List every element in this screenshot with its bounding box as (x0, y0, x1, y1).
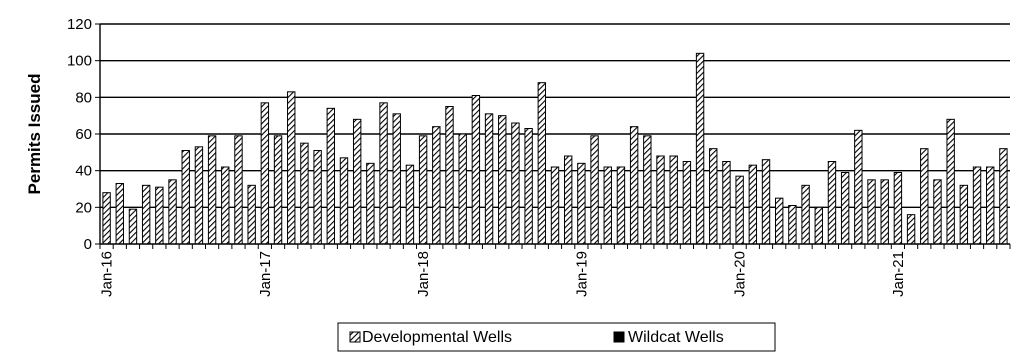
bar-developmental-Feb-19 (590, 135, 599, 245)
bar-developmental-Apr-19 (616, 166, 626, 245)
bar-developmental-Aug-16 (194, 146, 204, 245)
bar-developmental-Aug-20 (827, 161, 837, 245)
bar-developmental-Nov-17 (392, 113, 401, 245)
bar-developmental-May-21 (946, 118, 955, 245)
bar-developmental-Apr-18 (458, 133, 467, 245)
legend-swatch-developmental (349, 331, 361, 343)
bar-developmental-Jan-17 (260, 102, 270, 245)
bar-developmental-Sep-19 (682, 161, 692, 245)
bar-developmental-Jul-21 (972, 166, 982, 245)
bar-developmental-Mar-20 (761, 159, 771, 245)
bar-developmental-Oct-17 (379, 102, 388, 245)
bar-developmental-Jul-19 (656, 155, 665, 245)
bar-developmental-Aug-21 (986, 166, 995, 245)
axes (99, 24, 1011, 249)
y-tick-label: 60 (75, 126, 92, 143)
legend: Developmental Wells Wildcat Wells (337, 322, 776, 352)
bar-developmental-Oct-19 (695, 52, 705, 245)
bar-developmental-Sep-16 (207, 135, 217, 245)
bar-developmental-Feb-18 (432, 126, 441, 245)
bar-developmental-Jun-16 (168, 179, 177, 245)
bar-developmental-May-17 (313, 150, 322, 245)
x-tick-label: Jan-18 (415, 251, 432, 297)
y-tick-label: 40 (75, 163, 92, 180)
bar-developmental-Jan-18 (418, 135, 428, 245)
bar-developmental-Oct-18 (537, 82, 547, 245)
bar-developmental-Feb-21 (906, 214, 916, 245)
legend-item-developmental: Developmental Wells (349, 329, 512, 346)
bar-developmental-Jun-21 (959, 184, 969, 245)
bar-developmental-May-18 (471, 95, 481, 245)
bars (102, 52, 1008, 245)
legend-label-developmental: Developmental Wells (362, 329, 512, 346)
bar-developmental-Sep-18 (524, 128, 533, 245)
bar-developmental-Jun-19 (643, 135, 652, 245)
bar-developmental-May-20 (788, 205, 797, 245)
bar-developmental-Jul-16 (181, 150, 190, 245)
y-tick-labels: 0 20 40 60 80 100 120 (67, 16, 92, 253)
bar-developmental-Jan-16 (102, 192, 111, 245)
bar-developmental-Nov-18 (550, 166, 560, 245)
x-tick-labels: Jan-16 Jan-17 Jan-18 Jan-19 Jan-20 Jan-21 (99, 251, 907, 297)
bar-developmental-Apr-21 (933, 179, 942, 245)
bar-developmental-Dec-17 (405, 164, 415, 245)
y-tick-label: 120 (67, 16, 92, 33)
bar-developmental-Feb-20 (748, 164, 758, 245)
bar-developmental-Feb-17 (273, 135, 283, 245)
bar-developmental-Sep-20 (840, 172, 850, 245)
bar-developmental-May-16 (155, 186, 164, 245)
x-tick-label: Jan-19 (573, 251, 590, 297)
y-tick-label: 80 (75, 89, 92, 106)
x-tick-label: Jan-17 (257, 251, 274, 297)
bar-developmental-Nov-16 (234, 135, 243, 245)
x-tick-label: Jan-16 (99, 251, 116, 297)
bar-developmental-Nov-19 (709, 148, 718, 245)
bar-developmental-Nov-20 (867, 179, 876, 245)
legend-label-wildcat: Wildcat Wells (628, 329, 724, 346)
x-tick-label: Jan-20 (732, 251, 749, 297)
bar-developmental-Oct-20 (854, 129, 863, 245)
bar-developmental-Aug-19 (669, 155, 678, 245)
bar-developmental-Oct-16 (221, 166, 230, 245)
bar-developmental-Jan-21 (893, 172, 903, 245)
bar-developmental-Mar-18 (445, 106, 454, 245)
legend-item-wildcat: Wildcat Wells (613, 329, 724, 346)
bar-developmental-Mar-17 (287, 91, 296, 245)
legend-swatch-wildcat (613, 331, 625, 343)
bar-developmental-Sep-21 (999, 148, 1008, 245)
bar-developmental-Jul-17 (339, 157, 349, 245)
bar-developmental-Aug-18 (511, 122, 520, 245)
bar-developmental-Jun-17 (326, 107, 335, 245)
bar-developmental-Jan-19 (577, 162, 586, 245)
bar-developmental-May-19 (629, 126, 639, 245)
bar-developmental-Mar-21 (920, 148, 929, 245)
bar-developmental-Dec-18 (563, 155, 573, 245)
x-tick-label: Jan-21 (890, 251, 907, 297)
bar-developmental-Mar-19 (603, 166, 612, 245)
bar-developmental-Jun-20 (801, 184, 810, 245)
bar-developmental-Jun-18 (484, 113, 494, 245)
bar-developmental-Jan-20 (735, 175, 744, 245)
bar-developmental-Dec-19 (722, 161, 731, 245)
y-tick-label: 0 (84, 236, 92, 253)
bar-developmental-Dec-20 (880, 179, 889, 245)
bar-developmental-Apr-17 (300, 142, 309, 245)
bar-developmental-Aug-17 (352, 118, 362, 245)
y-tick-label: 100 (67, 53, 92, 70)
bar-developmental-Apr-20 (775, 197, 784, 245)
y-tick-label: 20 (75, 199, 92, 216)
bar-developmental-Jul-20 (814, 206, 823, 245)
bar-developmental-Feb-16 (115, 183, 124, 245)
bar-developmental-Jul-18 (498, 115, 507, 245)
bar-developmental-Sep-17 (366, 162, 375, 245)
y-axis-label: Permits Issued (25, 74, 44, 195)
bar-developmental-Dec-16 (247, 184, 256, 245)
bar-developmental-Mar-16 (128, 208, 138, 245)
bar-developmental-Apr-16 (141, 184, 151, 245)
